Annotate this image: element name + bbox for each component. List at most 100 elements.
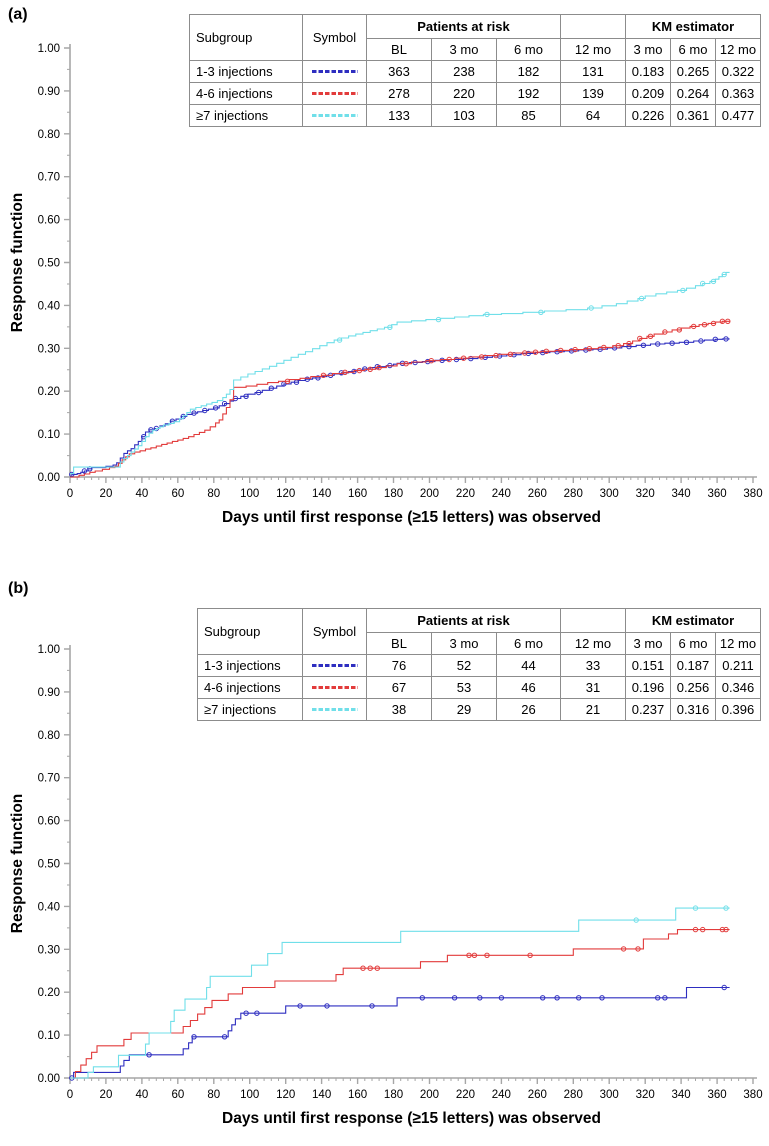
y-tick-label: 0.70	[38, 172, 60, 184]
x-tick-label: 380	[743, 488, 762, 500]
patients-at-risk-value: 26	[496, 698, 561, 721]
dashed-line-symbol	[311, 686, 358, 689]
header-3mo: 3 mo	[431, 38, 497, 61]
x-tick-label: 180	[384, 1089, 403, 1101]
x-tick-label: 300	[600, 1089, 619, 1101]
km-estimator-value: 0.256	[670, 676, 716, 699]
censor-mark	[586, 346, 593, 352]
panel-a-chart: 0 20 40 60 80 100 120 140 160 180 200 220 240 260 280 3…	[9, 43, 763, 526]
symbol-cell	[302, 104, 367, 127]
header-12mo: 12 mo	[560, 38, 626, 61]
censor-mark	[700, 926, 706, 933]
x-tick-label: 80	[207, 1089, 220, 1101]
header-patients-at-risk: Patients at risk	[366, 14, 561, 39]
header-patients-at-risk: Patients at risk	[366, 608, 561, 633]
symbol-cell	[302, 654, 367, 677]
table-row: 4-6 injections 67 53 46 31 0.196 0.256 0.346	[197, 676, 761, 699]
km-estimator-value: 0.211	[715, 654, 761, 677]
censor-mark	[376, 364, 382, 371]
censor-mark	[256, 389, 262, 396]
y-tick-label: 1.00	[38, 644, 60, 656]
km-estimator-value: 0.196	[625, 676, 671, 699]
header-km-12mo: 12 mo	[715, 632, 761, 655]
header-km-6mo: 6 mo	[670, 632, 716, 655]
y-tick-label: 0.20	[38, 386, 60, 398]
censor-mark	[701, 322, 708, 328]
patients-at-risk-value: 85	[496, 104, 561, 127]
header-km-6mo: 6 mo	[670, 38, 716, 61]
major-ticks	[64, 47, 754, 483]
header-km-3mo: 3 mo	[625, 632, 671, 655]
censor-mark	[719, 318, 726, 324]
censor-mark	[374, 965, 380, 971]
y-axis-title: Response function	[9, 794, 26, 934]
patients-at-risk-value: 52	[431, 654, 497, 677]
panel-b-chart: 0 20 40 60 80 100 120 140 160 180 200 220 240 260 280 3…	[9, 644, 763, 1127]
censor-mark	[637, 335, 643, 342]
censor-mark	[662, 329, 668, 335]
patients-at-risk-value: 192	[496, 82, 561, 105]
km-estimator-value: 0.183	[625, 60, 671, 83]
x-tick-label: 100	[240, 1089, 259, 1101]
censor-mark	[191, 1034, 197, 1040]
y-tick-label: 0.10	[38, 429, 60, 441]
header-km-12mo: 12 mo	[715, 38, 761, 61]
censor-mark	[647, 333, 654, 339]
km-estimator-value: 0.361	[670, 104, 716, 127]
header-km-3mo: 3 mo	[625, 38, 671, 61]
censor-mark	[538, 309, 544, 315]
censor-mark	[435, 316, 442, 323]
censor-mark	[599, 995, 605, 1001]
x-tick-label: 380	[743, 1089, 762, 1101]
censor-mark	[676, 327, 682, 333]
km-curve-0	[70, 986, 730, 1079]
dashed-line-symbol	[311, 70, 358, 73]
censor-mark	[572, 346, 578, 353]
censor-mark	[683, 339, 690, 345]
censor-mark	[243, 1010, 249, 1016]
censor-mark	[284, 378, 291, 384]
km-estimator-value: 0.322	[715, 60, 761, 83]
censor-mark	[336, 337, 343, 343]
censor-mark	[719, 926, 726, 933]
censor-mark	[710, 320, 717, 327]
km-curve-1	[70, 929, 730, 1079]
header-6mo: 6 mo	[496, 632, 561, 655]
censor-mark	[576, 995, 582, 1001]
censor-mark	[254, 1010, 260, 1016]
censor-mark	[620, 946, 627, 952]
patients-at-risk-value: 46	[496, 676, 561, 699]
censor-mark	[369, 1003, 375, 1009]
x-tick-label: 220	[456, 488, 475, 500]
censor-mark	[484, 952, 490, 958]
x-tick-label: 200	[420, 488, 439, 500]
censor-mark	[466, 952, 472, 958]
header-symbol: Symbol	[302, 14, 367, 61]
header-bl: BL	[366, 38, 432, 61]
header-subgroup: Subgroup	[189, 14, 303, 61]
censor-mark	[387, 324, 393, 330]
header-bl: BL	[366, 632, 432, 655]
km-curve-0	[70, 338, 730, 478]
censor-mark	[712, 336, 718, 342]
panel-a-label: (a)	[8, 6, 28, 23]
y-tick-label: 0.40	[38, 300, 60, 312]
censor-mark	[558, 347, 564, 354]
patients-at-risk-value: 133	[366, 104, 432, 127]
panel-b-legend-table: Subgroup Symbol Patients at risk KM esti…	[197, 608, 761, 721]
x-tick-label: 120	[276, 1089, 295, 1101]
censor-mark	[477, 995, 483, 1001]
y-tick-label: 0.40	[38, 901, 60, 913]
censor-mark	[81, 468, 88, 474]
km-estimator-value: 0.187	[670, 654, 716, 677]
censor-mark	[478, 354, 485, 360]
censor-mark	[638, 295, 645, 302]
censor-mark	[304, 376, 310, 382]
censor-mark	[351, 368, 357, 375]
x-tick-label: 240	[492, 488, 511, 500]
patients-at-risk-value: 103	[431, 104, 497, 127]
x-tick-label: 20	[100, 488, 113, 500]
x-tick-label: 240	[492, 1089, 511, 1101]
subgroup-label: 1-3 injections	[197, 654, 303, 677]
